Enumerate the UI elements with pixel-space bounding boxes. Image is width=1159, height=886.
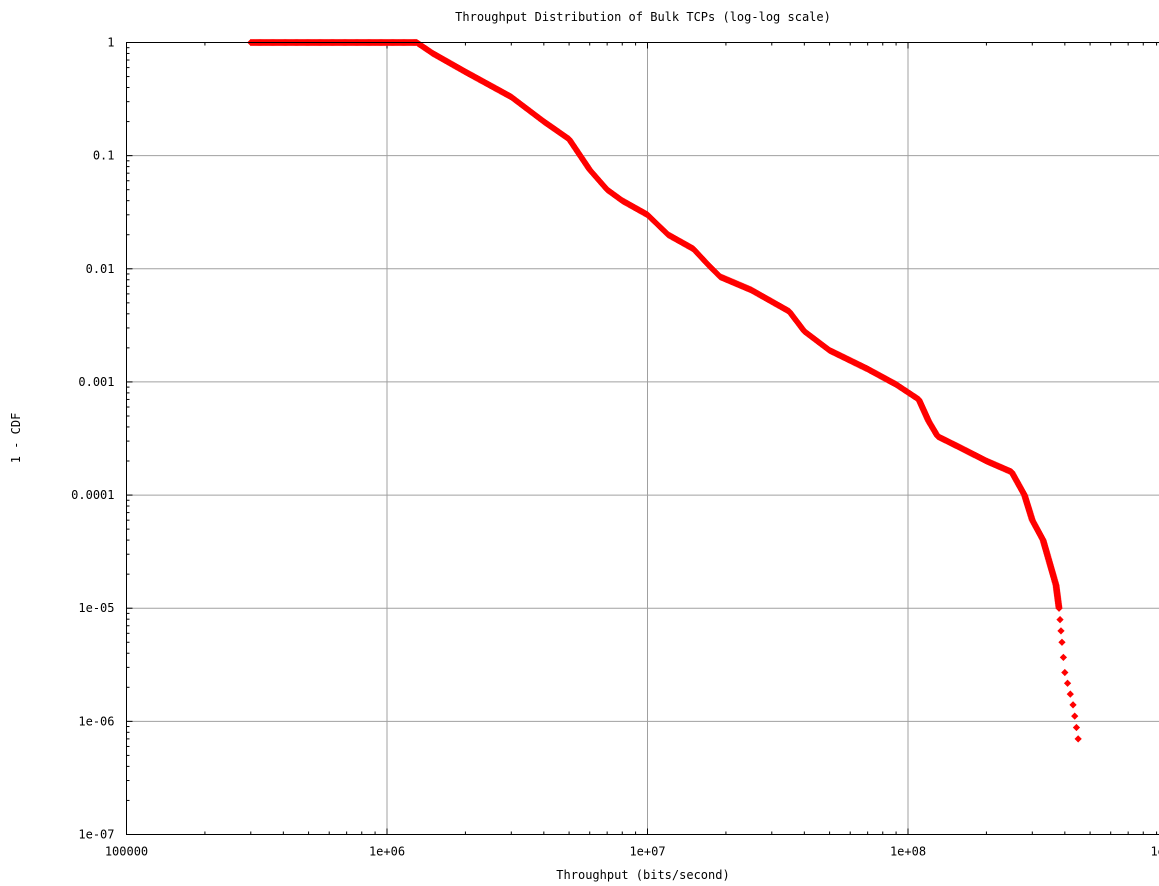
data-point [1059, 653, 1068, 662]
x-tick-label: 1e+09 [1150, 845, 1159, 859]
data-points [247, 38, 1082, 743]
x-tick-label: 1e+07 [629, 845, 665, 859]
grid-layer [126, 42, 1159, 835]
x-tick-label: 100000 [105, 845, 148, 859]
y-tick-label: 1e-06 [78, 714, 114, 728]
data-point [1056, 615, 1064, 624]
y-tick-label: 1 [107, 36, 114, 50]
data-point [1063, 679, 1072, 687]
data-point [1057, 627, 1065, 635]
data-point [1058, 638, 1066, 646]
y-tick-label: 0.0001 [71, 488, 114, 502]
ticks-layer: 100000 1e+06 1e+07 1e+08 1e+09 1 0.1 0.01 0.001 0… [71, 36, 1159, 859]
data-point [1061, 668, 1069, 677]
y-tick-label: 0.1 [93, 149, 115, 163]
data-point [1055, 604, 1063, 612]
y-tick-label: 1e-05 [78, 601, 114, 615]
data-point [1066, 690, 1074, 698]
data-point [1069, 701, 1077, 709]
plot-frame [126, 42, 1159, 835]
data-point [1072, 723, 1081, 732]
y-tick-label: 1e-07 [78, 828, 114, 842]
x-tick-label: 1e+06 [369, 845, 405, 859]
y-tick-label: 0.001 [78, 375, 114, 389]
chart-title: Throughput Distribution of Bulk TCPs (lo… [455, 10, 831, 24]
data-point [1071, 712, 1079, 720]
y-tick-label: 0.01 [86, 262, 115, 276]
y-axis-label: 1 - CDF [9, 413, 23, 464]
x-tick-label: 1e+08 [890, 845, 926, 859]
x-axis-label: Throughput (bits/second) [556, 868, 729, 882]
data-point [1074, 735, 1082, 743]
